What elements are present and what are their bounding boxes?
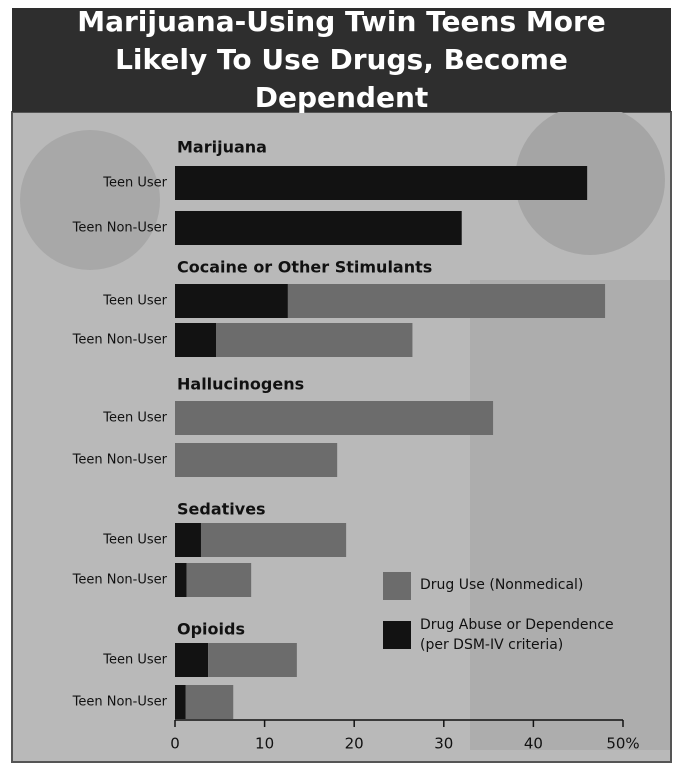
bar-segment: [175, 443, 338, 477]
group-label: Marijuana: [177, 138, 267, 157]
bar-segment: [175, 643, 209, 677]
bar-segment: [287, 284, 606, 318]
legend-swatch: [383, 621, 411, 649]
legend-swatch: [383, 572, 411, 600]
x-tick-label: 50%: [606, 735, 639, 753]
bar-segment: [175, 563, 187, 597]
category-label: Teen User: [102, 176, 167, 191]
bar-segment: [175, 523, 201, 557]
category-label: Teen Non-User: [72, 695, 168, 710]
category-label: Teen User: [102, 411, 167, 426]
category-label: Teen User: [102, 653, 167, 668]
category-label: Teen Non-User: [72, 573, 168, 588]
bar-segment: [175, 401, 494, 435]
bar-segment: [175, 166, 588, 200]
legend-label: Drug Use (Nonmedical): [420, 577, 584, 593]
legend-label: Drug Abuse or Dependence (per DSM-IV cri…: [420, 617, 614, 653]
category-label: Teen Non-User: [72, 221, 168, 236]
group-label: Sedatives: [177, 500, 266, 519]
photo-shape: [470, 280, 670, 750]
category-label: Teen User: [102, 533, 167, 548]
x-tick-label: 40: [524, 735, 543, 753]
bar-segment: [175, 323, 217, 357]
category-label: Teen User: [102, 294, 167, 309]
bar-segment: [200, 523, 347, 557]
bar-segment: [216, 323, 413, 357]
group-label: Cocaine or Other Stimulants: [177, 258, 432, 277]
category-label: Teen Non-User: [72, 333, 168, 348]
x-tick-label: 30: [434, 735, 453, 753]
bar-segment: [186, 563, 252, 597]
bar-segment: [208, 643, 297, 677]
group-label: Hallucinogens: [177, 375, 304, 394]
legend-item: Drug Use (Nonmedical): [383, 572, 643, 600]
legend-item: Drug Abuse or Dependence (per DSM-IV cri…: [383, 615, 648, 655]
photo-shape: [20, 130, 160, 270]
bar-segment: [185, 685, 234, 719]
group-label: Opioids: [177, 620, 245, 639]
category-label: Teen Non-User: [72, 453, 168, 468]
bar-segment: [175, 685, 186, 719]
bar-segment: [175, 284, 288, 318]
x-tick-label: 20: [345, 735, 364, 753]
photo-shape: [515, 105, 665, 255]
chart-title: Marijuana-Using Twin Teens More Likely T…: [12, 5, 671, 114]
bar-segment: [175, 211, 462, 245]
x-tick-label: 10: [255, 735, 274, 753]
x-tick-label: 0: [170, 735, 180, 753]
